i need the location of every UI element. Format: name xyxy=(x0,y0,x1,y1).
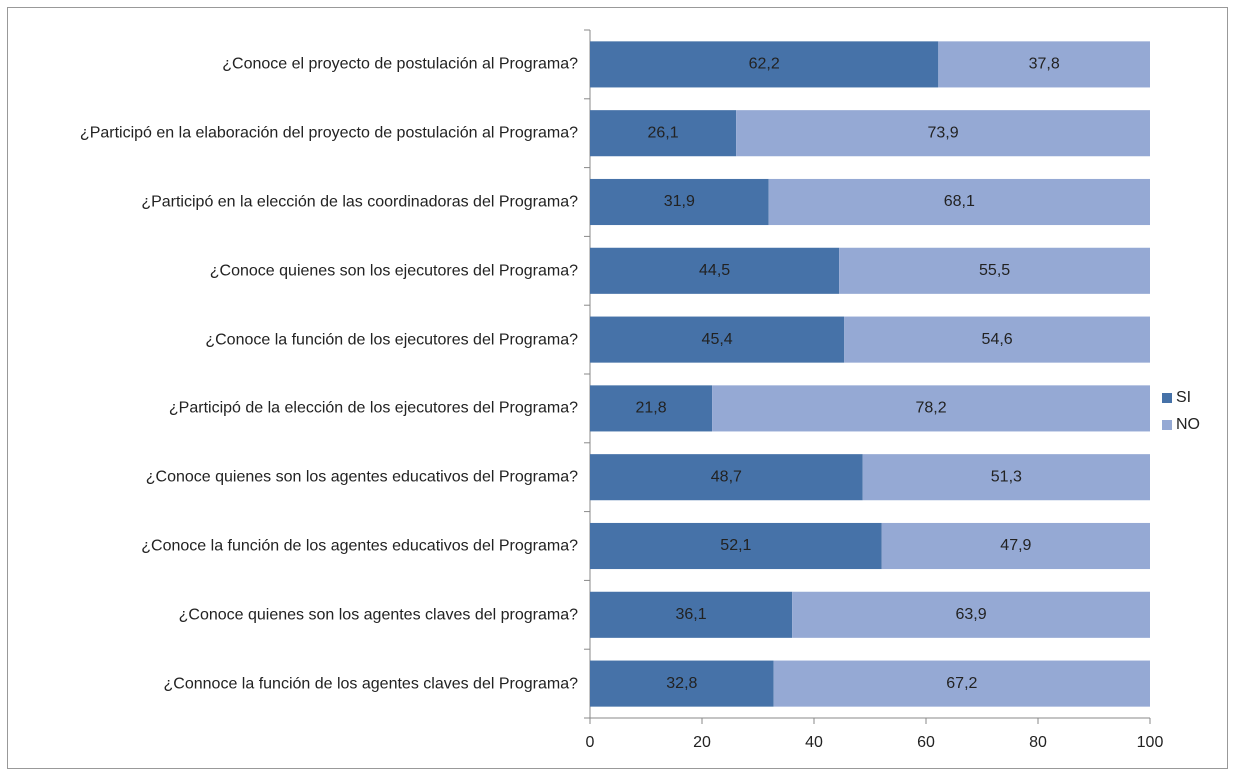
legend-label: NO xyxy=(1176,416,1200,433)
x-tick-label: 20 xyxy=(693,734,711,751)
bar-segment xyxy=(590,385,713,432)
bar-segment xyxy=(844,316,1150,363)
x-tick-label: 80 xyxy=(1029,734,1047,751)
category-label: ¿Participó en la elección de las coordin… xyxy=(141,193,578,211)
bar-segment xyxy=(792,591,1150,638)
bar-segment xyxy=(768,178,1150,226)
bar-segment xyxy=(590,454,863,501)
x-tick-label: 40 xyxy=(805,734,823,751)
category-label: ¿Conoce quienes son los agentes claves d… xyxy=(178,606,578,624)
x-tick-label: 60 xyxy=(917,734,935,751)
value-label: 63,9 xyxy=(956,606,987,623)
chart-border xyxy=(7,7,1228,769)
bar-segment xyxy=(590,660,774,707)
value-label: 73,9 xyxy=(928,124,959,141)
category-label: ¿Conoce quienes son los agentes educativ… xyxy=(145,468,578,486)
legend-swatch xyxy=(1162,393,1172,403)
bar-segment xyxy=(590,316,845,363)
value-label: 78,2 xyxy=(915,400,946,417)
bar-segment xyxy=(590,178,769,226)
value-label: 44,5 xyxy=(699,262,730,279)
value-label: 45,4 xyxy=(702,331,733,348)
category-label: ¿Conoce el proyecto de postulación al Pr… xyxy=(222,55,578,73)
value-label: 62,2 xyxy=(749,56,780,73)
value-label: 54,6 xyxy=(982,331,1013,348)
value-label: 51,3 xyxy=(991,468,1022,485)
bar-segment xyxy=(712,385,1150,432)
bar-segment xyxy=(590,110,737,157)
value-label: 55,5 xyxy=(979,262,1010,279)
bar-segment xyxy=(590,522,882,570)
value-label: 52,1 xyxy=(720,537,751,554)
bar-segment xyxy=(736,110,1150,157)
value-label: 31,9 xyxy=(664,193,695,210)
value-label: 48,7 xyxy=(711,468,742,485)
value-label: 36,1 xyxy=(676,606,707,623)
value-label: 47,9 xyxy=(1000,537,1031,554)
x-tick-label: 100 xyxy=(1137,734,1164,751)
legend-label: SI xyxy=(1176,389,1191,406)
bar-segment xyxy=(862,454,1150,501)
value-label: 68,1 xyxy=(944,193,975,210)
bar-segment xyxy=(773,660,1150,707)
legend-swatch xyxy=(1162,420,1172,430)
value-label: 26,1 xyxy=(648,124,679,141)
category-label: ¿Participó en la elaboración del proyect… xyxy=(79,124,578,142)
value-label: 21,8 xyxy=(635,400,666,417)
category-label: ¿Participó de la elección de los ejecuto… xyxy=(168,399,578,417)
value-label: 67,2 xyxy=(946,675,977,692)
bar-segment xyxy=(590,247,840,294)
category-label: ¿Conoce la función de los ejecutores del… xyxy=(205,331,578,349)
value-label: 32,8 xyxy=(666,675,697,692)
category-label: ¿Connoce la función de los agentes clave… xyxy=(163,675,578,693)
bar-segment xyxy=(839,247,1150,294)
category-label: ¿Conoce la función de los agentes educat… xyxy=(141,537,578,555)
category-label: ¿Conoce quienes son los ejecutores del P… xyxy=(209,262,578,280)
bar-segment xyxy=(590,591,793,638)
bar-segment xyxy=(590,41,939,88)
bar-segment xyxy=(881,522,1150,570)
value-label: 37,8 xyxy=(1029,56,1060,73)
x-tick-label: 0 xyxy=(586,734,595,751)
bar-segment xyxy=(938,41,1150,88)
